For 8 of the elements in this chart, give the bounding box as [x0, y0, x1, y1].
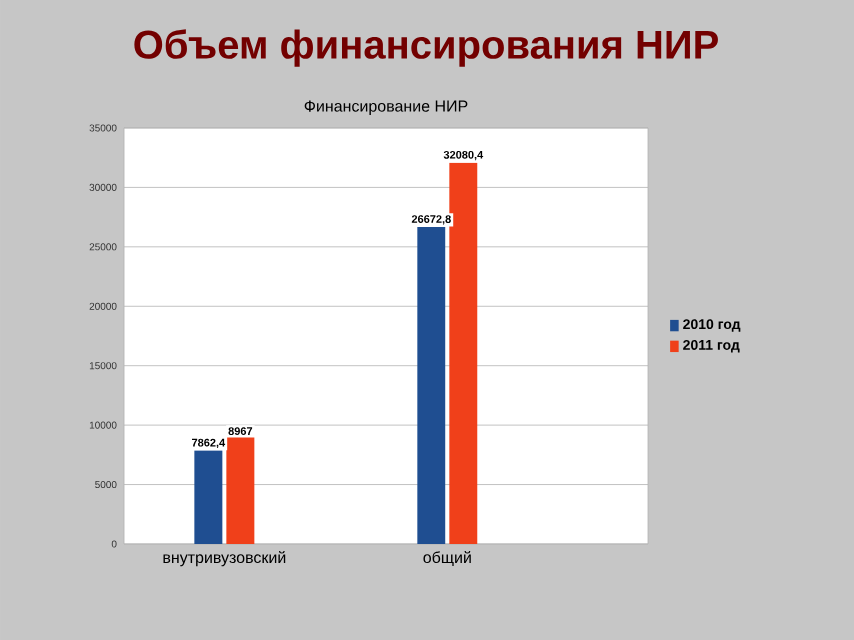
x-tick-label: внутривузовский: [163, 551, 286, 567]
bar: [194, 450, 223, 544]
chart-subtitle: Финансирование НИР: [304, 100, 468, 115]
chart-title: Объем финансирования НИР: [134, 29, 718, 67]
bar: [449, 162, 478, 544]
x-tick-label: общий: [423, 551, 471, 567]
bar: [226, 437, 255, 544]
bar: [417, 226, 446, 544]
